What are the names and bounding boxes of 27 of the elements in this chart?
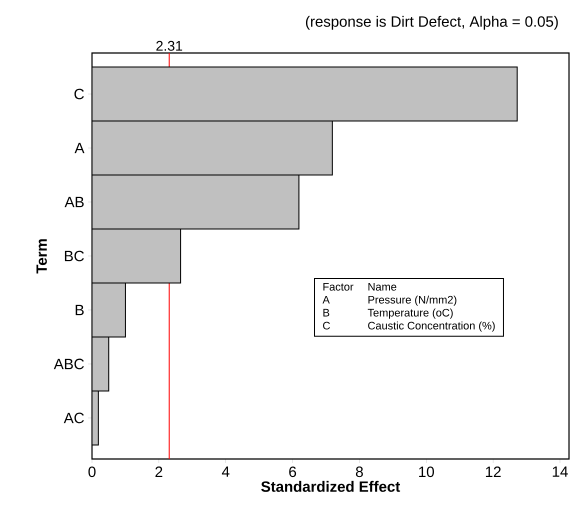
y-tick-label: C [74, 88, 84, 100]
annotation: Factor [323, 283, 354, 291]
x-tick-label: 4 [222, 466, 230, 477]
x-tick-label: 0 [88, 466, 96, 478]
ref-line-label: 2.31 [156, 40, 182, 51]
x-tick-label: 12 [486, 466, 501, 477]
x-tick-label: 10 [419, 466, 434, 478]
y-tick-label: AC [64, 412, 84, 424]
y-tick-label: A [74, 142, 84, 154]
y-tick-label: ABC [54, 358, 84, 370]
annotation: Name [368, 283, 396, 291]
x-tick-label: 6 [289, 466, 296, 478]
x-tick-label: 2 [155, 466, 162, 477]
annotation: B [323, 308, 330, 316]
x-tick-label: 14 [552, 466, 568, 477]
annotation: Pressure (N/mm2) [368, 296, 456, 306]
annotation: Caustic Concentration (%) [368, 321, 495, 332]
chart-title: (response is Dirt Defect, Alpha = 0.05) [306, 16, 558, 30]
x-tick-label: 8 [356, 466, 363, 478]
annotation: A [322, 296, 330, 304]
y-tick-label: BC [64, 250, 84, 262]
x-axis-title: Standardized Effect [261, 480, 400, 492]
annotation: Temperature (oC) [368, 308, 453, 319]
y-tick-label: B [76, 304, 84, 316]
y-axis-title: Term [36, 239, 47, 274]
y-tick-label: AB [64, 196, 84, 208]
annotation: C [323, 322, 330, 330]
